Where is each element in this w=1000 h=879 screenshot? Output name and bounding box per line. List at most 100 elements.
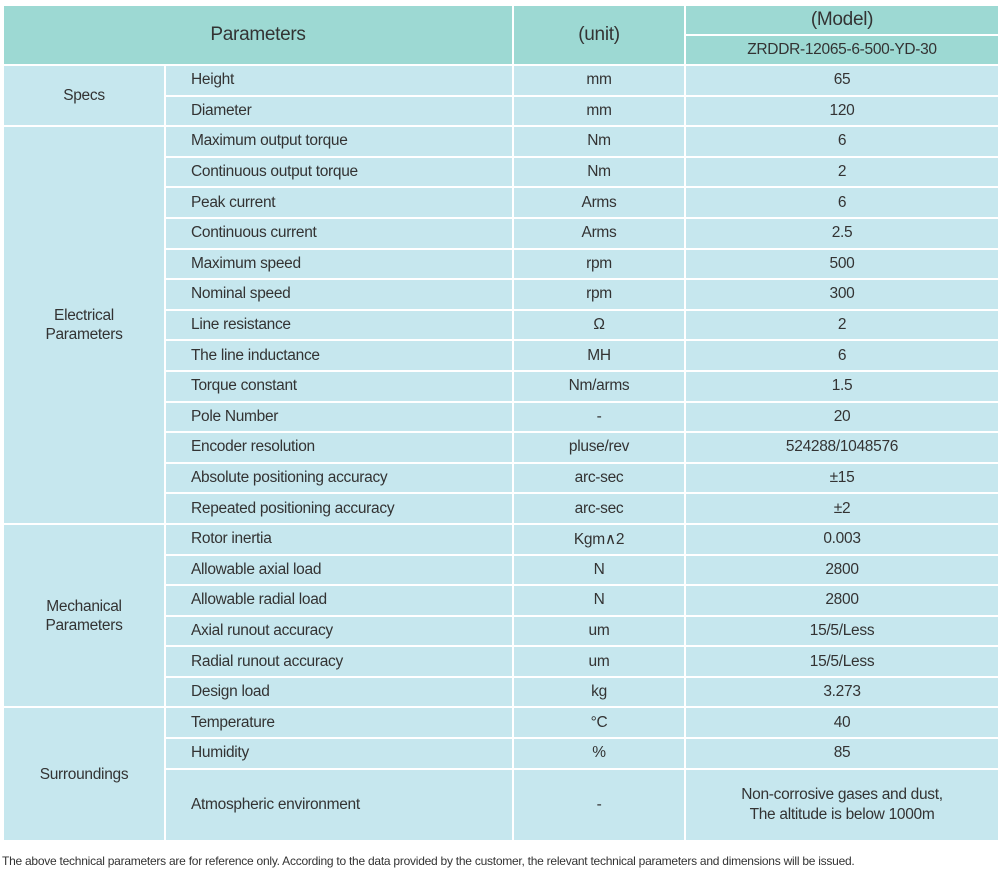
value-cell: 15/5/Less: [684, 614, 1000, 648]
param-cell: Maximum speed: [163, 247, 515, 281]
value-cell: 15/5/Less: [684, 645, 1000, 678]
value-cell: 2: [684, 155, 1000, 189]
table-row: Repeated positioning accuracy arc-sec ±2: [3, 492, 1000, 525]
table-row: The line inductance MH 6: [3, 339, 1000, 372]
value-cell: 85: [684, 737, 1000, 770]
unit-cell: Kgm∧2: [512, 522, 687, 556]
param-cell: Allowable axial load: [163, 553, 515, 587]
unit-cell: Nm/arms: [512, 369, 687, 403]
param-cell: Allowable radial load: [163, 584, 515, 617]
header-model-label: (Model): [684, 4, 1000, 36]
header-unit: (unit): [512, 4, 687, 66]
param-cell: Height: [163, 64, 515, 97]
table-row: Atmospheric environment - Non-corrosive ga…: [3, 767, 1000, 842]
param-cell: Line resistance: [163, 308, 515, 342]
value-cell: 2800: [684, 553, 1000, 587]
unit-cell: °C: [512, 706, 687, 740]
unit-cell: %: [512, 737, 687, 770]
table-row: Continuous output torque Nm 2: [3, 155, 1000, 189]
unit-cell: um: [512, 614, 687, 648]
table-row: Mechanical Parameters Rotor inertia Kgm∧2 0…: [2, 522, 1000, 709]
table-row: Axial runout accuracy um 15/5/Less: [3, 614, 1000, 648]
param-cell: Torque constant: [163, 369, 515, 403]
table-row: Continuous current Arms 2.5: [3, 216, 1000, 250]
table-row: Pole Number -20: [3, 400, 1000, 434]
value-cell: 6: [684, 339, 1000, 372]
unit-cell: Nm: [512, 125, 687, 158]
unit-cell: mm: [512, 64, 687, 97]
unit-cell: arc-sec: [512, 492, 687, 525]
param-cell: The line inductance: [163, 339, 515, 372]
unit-cell: MH: [512, 339, 687, 372]
unit-cell: Arms: [512, 216, 687, 250]
table-row: Maximum speed rpm 500: [3, 247, 1000, 281]
param-cell: Axial runout accuracy: [163, 614, 515, 648]
param-cell: Absolute positioning accuracy: [163, 461, 515, 495]
unit-cell: -: [512, 767, 687, 842]
param-cell: Rotor inertia: [163, 522, 515, 556]
param-cell: Humidity: [163, 737, 515, 770]
group-label: Surroundings: [2, 706, 166, 842]
value-cell: 1.5: [684, 369, 1000, 403]
unit-cell: um: [512, 645, 687, 678]
footnote: The above technical parameters are for r…: [2, 854, 855, 868]
table-row: Allowable radial load N 2800: [3, 584, 1000, 617]
group-label: Specs: [2, 63, 166, 128]
value-cell: 500: [684, 247, 1000, 281]
param-cell: Maximum output torque: [163, 125, 515, 158]
unit-cell: rpm: [512, 278, 687, 311]
table-row: Humidity% 85: [3, 737, 1000, 770]
value-cell: ±2: [684, 492, 1000, 525]
table-row: Design load kg 3.273: [3, 675, 1000, 709]
param-cell: Nominal speed: [163, 278, 515, 311]
param-cell: Diameter: [163, 94, 515, 128]
table-row: Radial runout accuracy um 15/5/Less: [3, 645, 1000, 678]
group-label: Electrical Parameters: [2, 125, 166, 525]
unit-cell: pluse/rev: [512, 431, 687, 464]
value-cell: 2.5: [684, 216, 1000, 250]
unit-cell: N: [512, 553, 687, 587]
param-cell: Continuous output torque: [163, 155, 515, 189]
unit-cell: kg: [512, 675, 687, 709]
unit-cell: Ω: [512, 308, 687, 342]
spec-table: Parameters (unit) (Model) ZRDDR-12065-6-…: [1, 4, 1000, 842]
value-cell: 40: [684, 706, 1000, 740]
header-model: ZRDDR-12065-6-500-YD-30: [684, 34, 1000, 66]
unit-cell: rpm: [512, 247, 687, 281]
value-cell: 524288/1048576: [684, 431, 1000, 464]
value-cell: 6: [684, 125, 1000, 158]
value-cell: 300: [684, 278, 1000, 311]
unit-cell: Arms: [512, 186, 687, 219]
table-row: Allowable axial load N 2800: [3, 553, 1000, 587]
param-cell: Design load: [163, 675, 515, 709]
value-cell: 6: [684, 186, 1000, 219]
param-cell: Radial runout accuracy: [163, 645, 515, 678]
value-cell: 120: [684, 94, 1000, 128]
table-row: Absolute positioning accuracy arc-sec ±15: [3, 461, 1000, 495]
value-cell: 65: [684, 64, 1000, 97]
unit-cell: -: [512, 400, 687, 434]
value-cell: 2800: [684, 584, 1000, 617]
table-row: Electrical Parameters Maximum output torq…: [2, 125, 1000, 525]
unit-cell: mm: [512, 94, 687, 128]
param-cell: Temperature: [163, 706, 515, 740]
table-row: Torque constant Nm/arms 1.5: [3, 369, 1000, 403]
table-row: Specs Height mm 65: [2, 63, 1000, 128]
group-label: Mechanical Parameters: [2, 522, 166, 709]
value-cell: 3.273: [684, 675, 1000, 709]
value-cell: Non-corrosive gases and dust, The altitu…: [684, 767, 1000, 842]
value-cell: 2: [684, 308, 1000, 342]
value-cell: 20: [684, 400, 1000, 434]
value-cell: 0.003: [684, 522, 1000, 556]
unit-cell: arc-sec: [512, 461, 687, 495]
table-row: Nominal speed rpm 300: [3, 278, 1000, 311]
param-cell: Continuous current: [163, 216, 515, 250]
table-row: Surroundings Temperature °C 40: [2, 706, 1000, 842]
table-row: Diameter mm 120: [3, 94, 1000, 128]
param-cell: Repeated positioning accuracy: [163, 492, 515, 525]
table-row: Line resistance Ω 2: [3, 308, 1000, 342]
unit-cell: Nm: [512, 155, 687, 189]
param-cell: Pole Number: [163, 400, 515, 434]
unit-cell: N: [512, 584, 687, 617]
header-parameters: Parameters: [1, 4, 515, 66]
